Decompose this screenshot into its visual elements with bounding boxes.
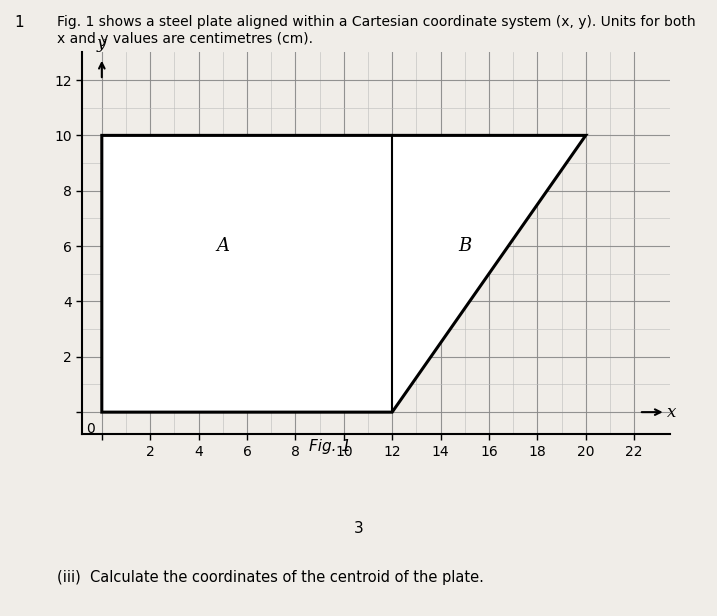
- Text: B: B: [458, 237, 471, 255]
- Text: Fig. 1 shows a steel plate aligned within a Cartesian coordinate system (x, y). : Fig. 1 shows a steel plate aligned withi…: [57, 15, 696, 30]
- Text: y: y: [97, 35, 107, 52]
- Polygon shape: [102, 136, 586, 412]
- Text: 0: 0: [86, 422, 95, 436]
- Text: 1: 1: [14, 15, 24, 30]
- Text: 3: 3: [353, 521, 364, 535]
- Text: Fig. 1: Fig. 1: [309, 439, 351, 453]
- Text: (iii)  Calculate the coordinates of the centroid of the plate.: (iii) Calculate the coordinates of the c…: [57, 570, 484, 585]
- Text: x: x: [667, 403, 676, 421]
- Text: A: A: [217, 237, 229, 255]
- Text: x and y values are centimetres (cm).: x and y values are centimetres (cm).: [57, 32, 313, 46]
